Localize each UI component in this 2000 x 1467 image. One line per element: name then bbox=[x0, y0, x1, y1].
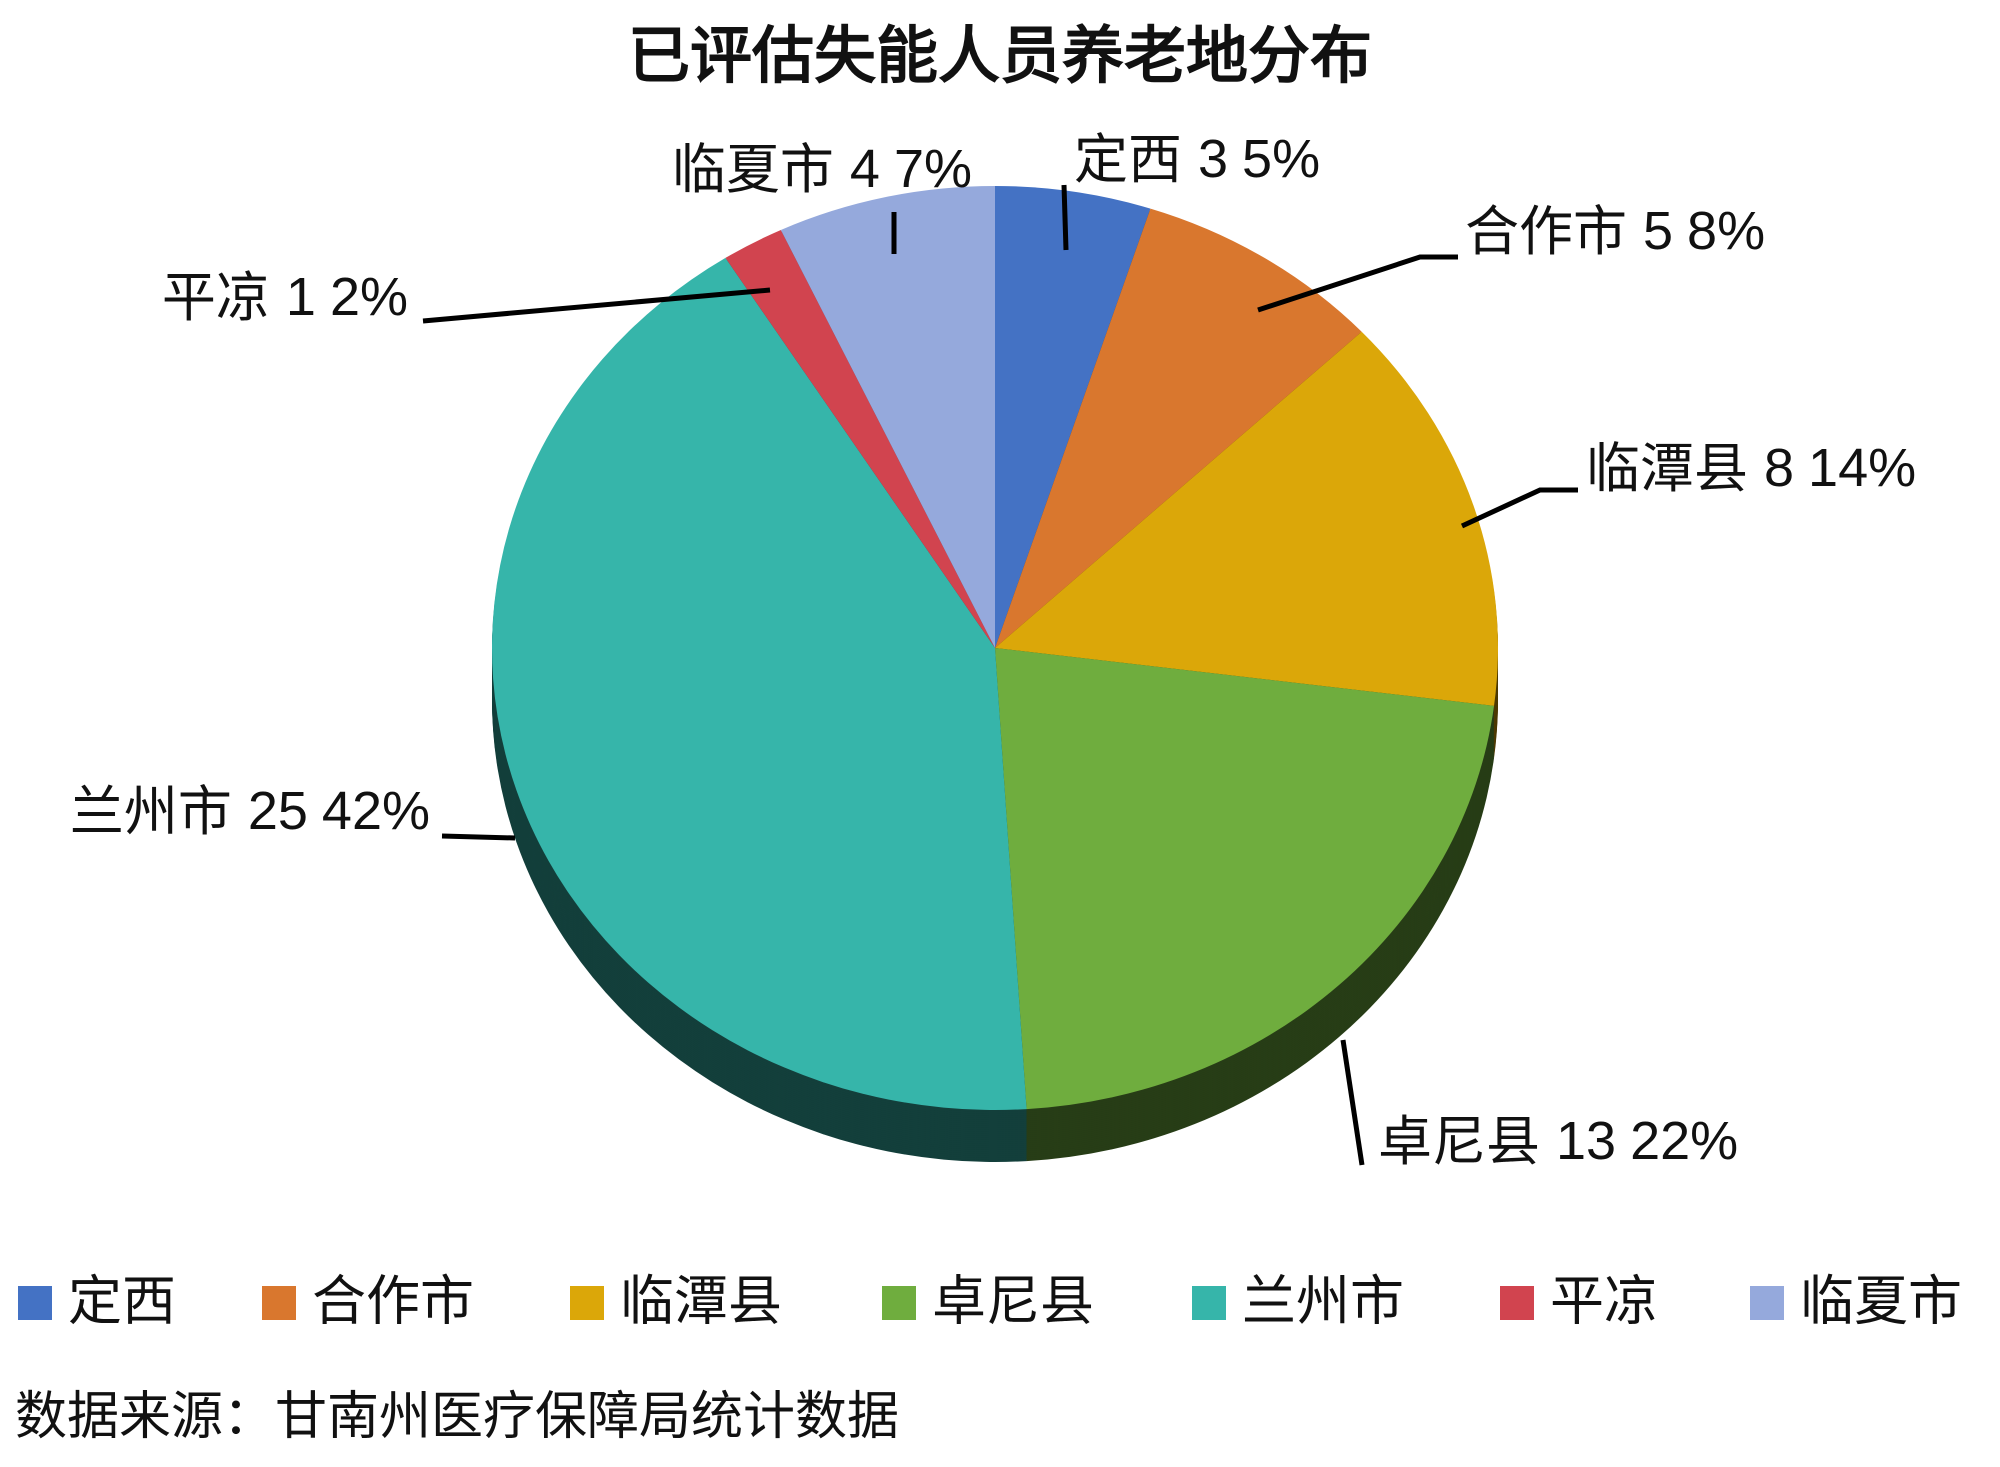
label-count: 5 bbox=[1643, 201, 1673, 261]
label-percent: 8% bbox=[1687, 201, 1765, 261]
legend-swatch bbox=[570, 1286, 604, 1320]
label-percent: 42% bbox=[322, 781, 430, 841]
slice bbox=[995, 331, 1498, 706]
leader-line bbox=[1061, 184, 1069, 251]
leader-line bbox=[441, 833, 516, 841]
label-category: 平凉 bbox=[162, 266, 270, 329]
label-category: 定西 bbox=[1074, 128, 1182, 191]
label-percent: 5% bbox=[1242, 129, 1320, 189]
legend-swatch bbox=[1500, 1286, 1534, 1320]
label-percent: 7% bbox=[894, 139, 972, 199]
label-category: 临潭县 bbox=[1586, 437, 1748, 500]
leader-line bbox=[1340, 1039, 1365, 1166]
legend-label: 临潭县 bbox=[620, 1270, 782, 1333]
legend-swatch bbox=[262, 1286, 296, 1320]
label-category: 卓尼县 bbox=[1378, 1110, 1540, 1173]
label-count: 25 bbox=[248, 781, 308, 841]
slice bbox=[995, 208, 1362, 649]
label-category: 合作市 bbox=[1465, 200, 1627, 263]
legend-label: 兰州市 bbox=[1242, 1270, 1404, 1333]
data-label: 临潭县 8 14% bbox=[1586, 437, 1916, 500]
leader-line bbox=[422, 287, 771, 324]
data-label: 合作市 5 8% bbox=[1465, 200, 1765, 263]
label-count: 13 bbox=[1556, 1111, 1616, 1171]
slice bbox=[995, 648, 1495, 1110]
legend-swatch bbox=[1192, 1286, 1226, 1320]
slice bbox=[780, 186, 995, 648]
legend-swatch bbox=[882, 1286, 916, 1320]
data-label: 定西 3 5% bbox=[1074, 128, 1320, 191]
source-note: 数据来源：甘南州医疗保障局统计数据 bbox=[15, 1387, 899, 1447]
data-label: 卓尼县 13 22% bbox=[1378, 1110, 1738, 1173]
label-count: 4 bbox=[850, 139, 880, 199]
leader-line bbox=[1257, 254, 1458, 313]
label-count: 1 bbox=[286, 267, 316, 327]
label-count: 8 bbox=[1764, 438, 1794, 498]
slice bbox=[995, 186, 1151, 648]
label-category: 临夏市 bbox=[672, 138, 834, 201]
slice bbox=[491, 257, 1027, 1110]
legend-label: 合作市 bbox=[312, 1270, 474, 1333]
legend-label: 卓尼县 bbox=[932, 1270, 1094, 1333]
label-percent: 14% bbox=[1808, 438, 1916, 498]
legend-label: 平凉 bbox=[1550, 1270, 1658, 1333]
label-percent: 22% bbox=[1630, 1111, 1738, 1171]
data-label: 临夏市 4 7% bbox=[672, 138, 972, 201]
legend-swatch bbox=[1750, 1286, 1784, 1320]
label-category: 兰州市 bbox=[70, 780, 232, 843]
legend-label: 临夏市 bbox=[1800, 1270, 1962, 1333]
chart-title: 已评估失能人员养老地分布 bbox=[628, 19, 1372, 92]
leader-line bbox=[1460, 487, 1578, 529]
data-label: 兰州市 25 42% bbox=[70, 780, 430, 843]
slice bbox=[725, 229, 995, 648]
label-count: 3 bbox=[1198, 129, 1228, 189]
data-label: 平凉 1 2% bbox=[162, 266, 408, 329]
label-percent: 2% bbox=[330, 267, 408, 327]
legend-label: 定西 bbox=[68, 1270, 176, 1333]
legend-swatch bbox=[18, 1286, 52, 1320]
